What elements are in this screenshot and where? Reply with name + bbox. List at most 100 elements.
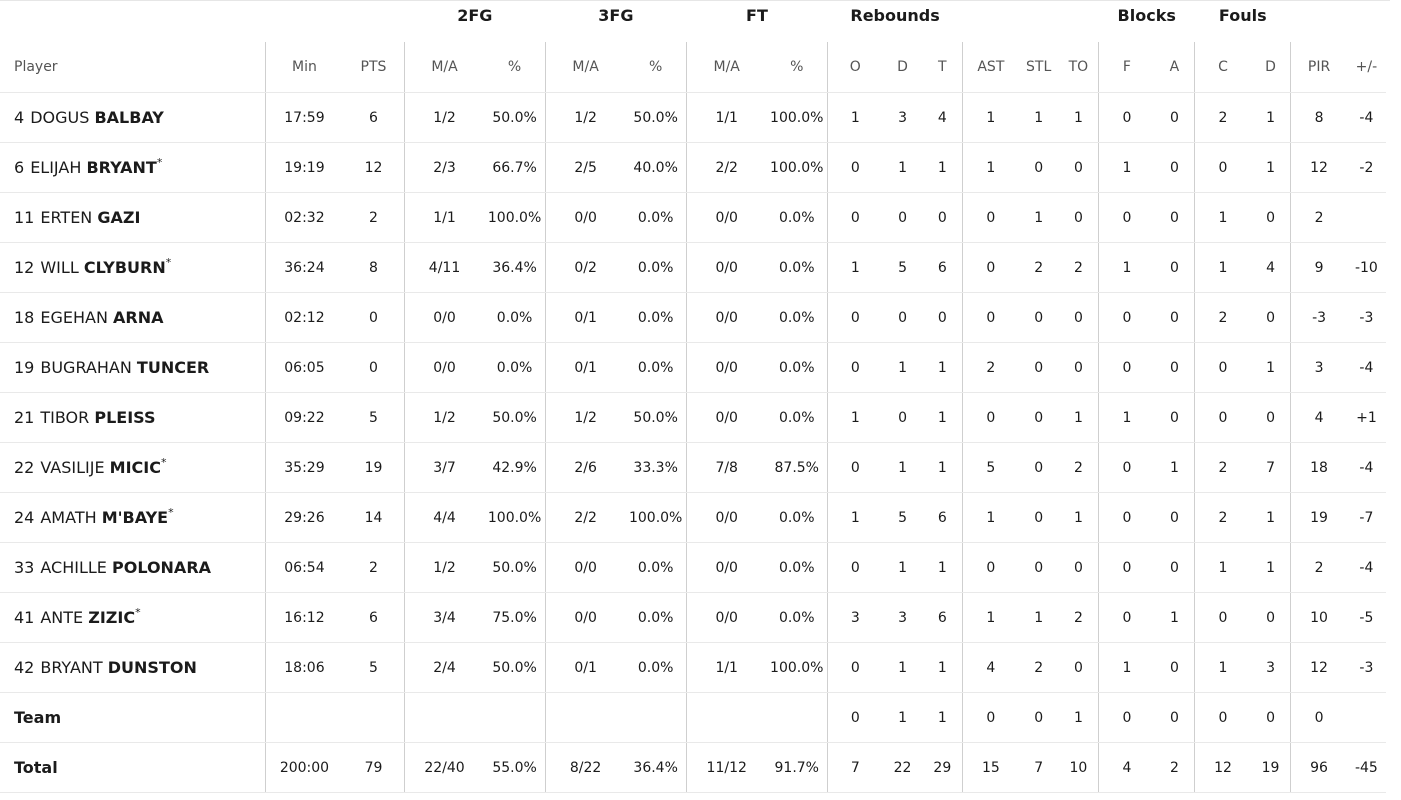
col-header-plus-minus[interactable]: +/- (1346, 42, 1386, 93)
cell-reb-d: 1 (882, 142, 923, 193)
col-header-reb-o[interactable]: O (827, 42, 883, 93)
cell-ast: 0 (962, 392, 1019, 443)
cell-pts: 0 (343, 292, 405, 343)
player-last-name: POLONARA (111, 558, 212, 577)
cell-pir: 2 (1290, 192, 1347, 243)
cell-stl: 0 (1018, 142, 1059, 193)
cell-3fg-pct: 0.0% (625, 642, 687, 693)
player-name-cell[interactable]: 18 EGEHAN ARNA (0, 292, 266, 343)
group-ft: FT (746, 6, 768, 25)
total-2fg-ma: 22/40 (403, 742, 485, 793)
column-header-row: Player Min PTS M/A % M/A % M/A % O D T A… (0, 42, 1386, 93)
cell-foul-c: 2 (1194, 492, 1251, 543)
team-3fg-pct (625, 692, 687, 743)
cell-min: 16:12 (264, 592, 344, 643)
player-name-cell[interactable]: 21 TIBOR PLEISS (0, 392, 266, 443)
cell-ft-pct: 0.0% (766, 342, 828, 393)
cell-blk-a: 0 (1154, 92, 1195, 143)
player-name-cell[interactable]: 33 ACHILLE POLONARA (0, 542, 266, 593)
cell-pir: 18 (1290, 442, 1347, 493)
table-row: 19 BUGRAHAN TUNCER 06:05 0 0/0 0.0% 0/1 0… (0, 342, 1386, 393)
col-header-3fg-pct[interactable]: % (625, 42, 687, 93)
cell-reb-d: 1 (882, 342, 923, 393)
player-last-name: TUNCER (136, 358, 210, 377)
team-ast: 0 (962, 692, 1019, 743)
group-fouls: Fouls (1218, 6, 1267, 25)
cell-plus-minus: -4 (1346, 442, 1386, 493)
group-empty-2 (963, 0, 1099, 42)
col-header-stl[interactable]: STL (1018, 42, 1059, 93)
col-header-reb-t[interactable]: T (922, 42, 963, 93)
total-reb-t: 29 (922, 742, 963, 793)
total-to: 10 (1058, 742, 1099, 793)
col-header-ft-pct[interactable]: % (766, 42, 828, 93)
starter-mark: * (135, 606, 141, 619)
player-name-cell[interactable]: 22 VASILIJE MICIC* (0, 442, 266, 493)
team-3fg-ma (544, 692, 626, 743)
player-first-name: EGEHAN (40, 308, 108, 327)
total-foul-d: 19 (1250, 742, 1291, 793)
col-header-2fg-ma[interactable]: M/A (403, 42, 485, 93)
cell-reb-d: 0 (882, 292, 923, 343)
cell-ft-ma: 2/2 (685, 142, 767, 193)
cell-ast: 1 (962, 92, 1019, 143)
cell-reb-o: 0 (827, 342, 883, 393)
cell-to: 1 (1058, 92, 1099, 143)
player-name-cell[interactable]: 4 DOGUS BALBAY (0, 92, 266, 143)
col-header-pir[interactable]: PIR (1290, 42, 1347, 93)
col-header-3fg-ma[interactable]: M/A (544, 42, 626, 93)
cell-blk-f: 0 (1098, 292, 1155, 343)
cell-blk-a: 1 (1154, 442, 1195, 493)
cell-foul-d: 0 (1250, 292, 1291, 343)
cell-foul-d: 1 (1250, 342, 1291, 393)
team-2fg-ma (403, 692, 485, 743)
cell-3fg-ma: 0/0 (544, 592, 626, 643)
col-header-ft-ma[interactable]: M/A (685, 42, 767, 93)
cell-blk-f: 1 (1098, 242, 1155, 293)
col-header-player[interactable]: Player (0, 42, 266, 93)
cell-ast: 0 (962, 292, 1019, 343)
starter-mark: * (165, 256, 172, 269)
table-row: 21 TIBOR PLEISS 09:22 5 1/2 50.0% 1/2 50.… (0, 392, 1386, 443)
cell-reb-t: 1 (922, 392, 963, 443)
col-header-blk-a[interactable]: A (1154, 42, 1195, 93)
cell-ast: 0 (962, 242, 1019, 293)
col-header-min[interactable]: Min (264, 42, 344, 93)
player-name-cell[interactable]: 6 ELIJAH BRYANT* (0, 142, 266, 193)
cell-2fg-pct: 100.0% (484, 192, 546, 243)
col-header-foul-d[interactable]: D (1250, 42, 1291, 93)
cell-blk-a: 0 (1154, 392, 1195, 443)
col-header-foul-c[interactable]: C (1194, 42, 1251, 93)
col-header-blk-f[interactable]: F (1098, 42, 1155, 93)
col-header-pts[interactable]: PTS (343, 42, 405, 93)
cell-pir: 9 (1290, 242, 1347, 293)
cell-2fg-ma: 0/0 (403, 292, 485, 343)
player-name-cell[interactable]: 12 WILL CLYBURN* (0, 242, 266, 293)
cell-min: 29:26 (264, 492, 344, 543)
player-name-cell[interactable]: 19 BUGRAHAN TUNCER (0, 342, 266, 393)
player-name-cell[interactable]: 41 ANTE ZIZIC* (0, 592, 266, 643)
total-ft-pct: 91.7% (766, 742, 828, 793)
col-header-2fg-pct[interactable]: % (484, 42, 546, 93)
player-name-cell[interactable]: 11 ERTEN GAZI (0, 192, 266, 243)
cell-pir: 19 (1290, 492, 1347, 543)
cell-3fg-pct: 40.0% (625, 142, 687, 193)
player-name-cell[interactable]: 24 AMATH M'BAYE* (0, 492, 266, 543)
cell-ast: 1 (962, 492, 1019, 543)
cell-ft-pct: 0.0% (766, 192, 828, 243)
cell-2fg-ma: 1/1 (403, 192, 485, 243)
cell-3fg-pct: 33.3% (625, 442, 687, 493)
col-header-ast[interactable]: AST (962, 42, 1019, 93)
cell-blk-a: 0 (1154, 642, 1195, 693)
team-row: Team 0 1 1 0 0 1 0 0 0 0 0 (0, 692, 1386, 743)
cell-2fg-ma: 2/4 (403, 642, 485, 693)
col-header-reb-d[interactable]: D (882, 42, 923, 93)
player-last-name: CLYBURN (83, 258, 166, 277)
player-name-cell[interactable]: 42 BRYANT DUNSTON (0, 642, 266, 693)
cell-ft-pct: 0.0% (766, 542, 828, 593)
player-number: 22 (14, 458, 35, 477)
col-header-to[interactable]: TO (1058, 42, 1099, 93)
cell-reb-d: 0 (882, 192, 923, 243)
cell-foul-d: 4 (1250, 242, 1291, 293)
cell-reb-o: 0 (827, 442, 883, 493)
